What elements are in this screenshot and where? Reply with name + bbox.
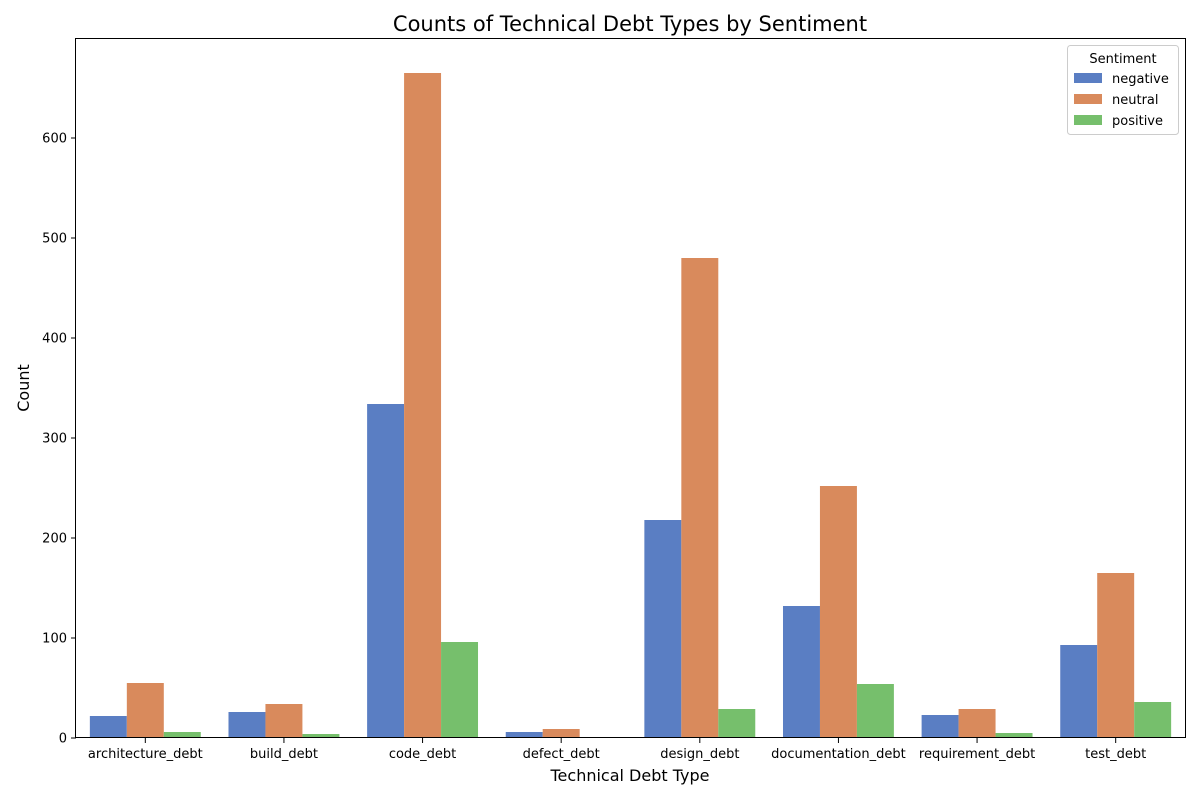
- y-tick-label: 300: [42, 432, 67, 447]
- bar-positive-documentation_debt: [856, 684, 894, 738]
- bar-neutral-requirement_debt: [958, 709, 996, 738]
- legend-label-negative: negative: [1112, 72, 1169, 87]
- y-tick-label: 0: [59, 732, 67, 747]
- bar-neutral-documentation_debt: [819, 486, 857, 738]
- y-tick-label: 200: [42, 532, 67, 547]
- x-tick-label: design_debt: [660, 747, 739, 762]
- bar-negative-architecture_debt: [89, 716, 127, 738]
- legend-label-positive: positive: [1112, 114, 1163, 129]
- x-axis-label: Technical Debt Type: [550, 766, 710, 785]
- bar-neutral-defect_debt: [542, 729, 580, 738]
- bar-positive-build_debt: [302, 734, 340, 738]
- bar-negative-design_debt: [644, 520, 682, 738]
- bar-negative-defect_debt: [505, 732, 543, 738]
- y-axis-ticks: 0 100 200 300 400 500 600: [42, 132, 76, 747]
- x-tick-label: code_debt: [389, 747, 456, 762]
- legend-swatch-positive: [1074, 115, 1102, 125]
- x-tick-label: requirement_debt: [919, 747, 1035, 762]
- bar-neutral-test_debt: [1097, 573, 1135, 738]
- y-axis-label: Count: [14, 364, 33, 412]
- plot-frame: [75, 38, 1186, 738]
- legend: Sentiment negative neutral positive: [1067, 45, 1179, 135]
- bar-positive-architecture_debt: [163, 732, 201, 738]
- x-tick-label: build_debt: [250, 747, 318, 762]
- x-tick-label: defect_debt: [523, 747, 600, 762]
- legend-title: Sentiment: [1089, 52, 1156, 67]
- bar-positive-design_debt: [718, 709, 756, 738]
- chart-title: Counts of Technical Debt Types by Sentim…: [393, 12, 867, 36]
- bar-negative-build_debt: [228, 712, 266, 738]
- bar-neutral-build_debt: [265, 704, 303, 738]
- bar-positive-requirement_debt: [995, 733, 1033, 738]
- legend-swatch-neutral: [1074, 94, 1102, 104]
- bar-positive-test_debt: [1134, 702, 1172, 738]
- bar-positive-code_debt: [441, 642, 479, 738]
- legend-label-neutral: neutral: [1112, 93, 1159, 108]
- bar-neutral-architecture_debt: [126, 683, 164, 738]
- y-tick-label: 500: [42, 232, 67, 247]
- bar-negative-documentation_debt: [782, 606, 820, 738]
- y-tick-label: 400: [42, 332, 67, 347]
- bars-layer: [89, 73, 1172, 738]
- bar-negative-requirement_debt: [921, 715, 959, 738]
- bar-negative-code_debt: [367, 404, 405, 738]
- x-tick-label: documentation_debt: [771, 747, 906, 762]
- legend-swatch-negative: [1074, 73, 1102, 83]
- legend-box: [1067, 45, 1179, 135]
- y-tick-label: 100: [42, 632, 67, 647]
- bar-negative-test_debt: [1060, 645, 1098, 738]
- bar-neutral-design_debt: [681, 258, 719, 738]
- x-axis-ticks: architecture_debt build_debt code_debt defe…: [88, 738, 1146, 762]
- x-tick-label: architecture_debt: [88, 747, 203, 762]
- bar-neutral-code_debt: [404, 73, 442, 738]
- x-tick-label: test_debt: [1085, 747, 1146, 762]
- y-tick-label: 600: [42, 132, 67, 147]
